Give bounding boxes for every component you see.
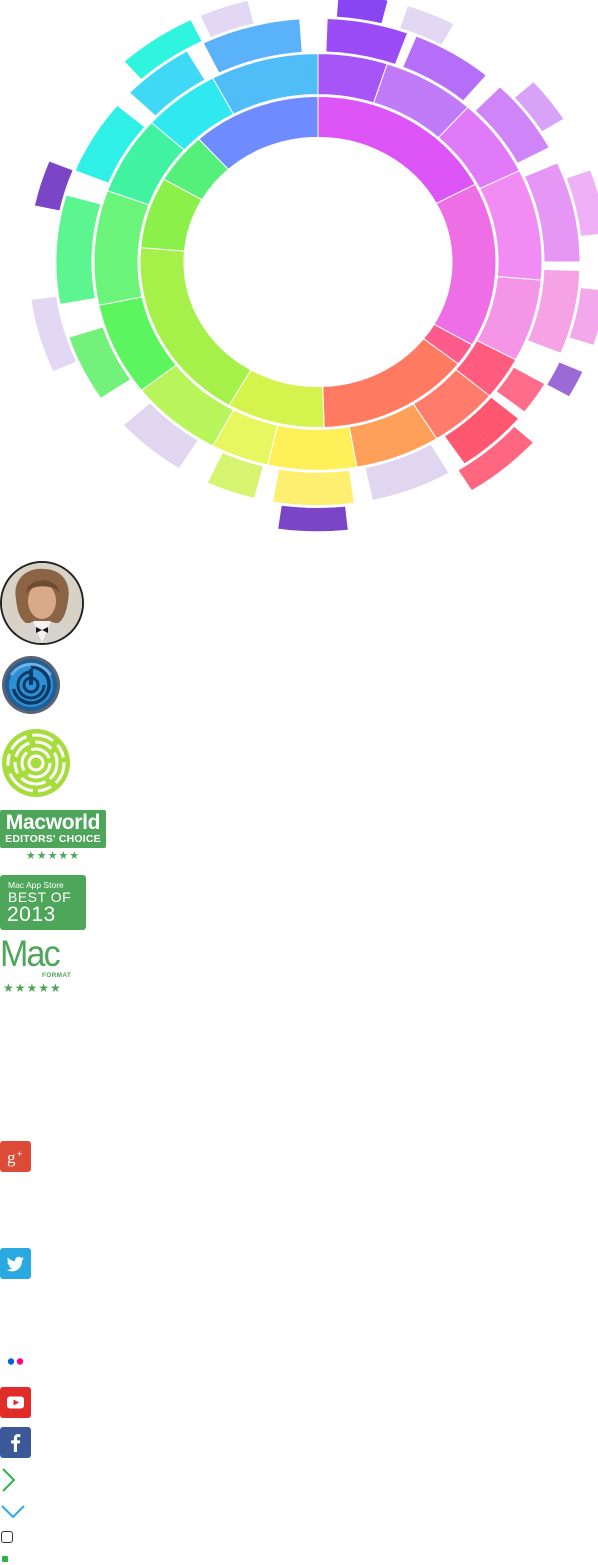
person-avatar-icon [2,563,82,643]
ring-4-segment[interactable] [443,396,520,465]
best-of-label: BEST OF [8,889,72,905]
svg-text:g: g [7,1148,16,1167]
macworld-title: Macworld [5,811,101,834]
avatar [0,561,84,645]
ring-4-segment[interactable] [55,194,102,305]
twitter-button[interactable] [0,1248,31,1279]
chevron-right-button[interactable] [0,1467,18,1493]
ring-4-segment[interactable] [325,17,409,66]
ring-5-segment[interactable] [513,80,565,133]
macworld-subtitle: EDITORS' CHOICE [5,833,101,845]
ring-5-segment[interactable] [568,287,598,346]
ring-4-segment[interactable] [526,268,581,354]
macformat-stars: ★★★★★ [3,981,62,995]
ring-4-segment[interactable] [474,86,551,164]
facebook-button[interactable] [0,1427,31,1458]
macworld-editors-choice-badge: Macworld EDITORS' CHOICE ★★★★★ [0,810,108,862]
macformat-format: FORMAT [42,972,72,979]
flickr-icon [7,1358,24,1365]
ring-5-segment[interactable] [335,0,389,25]
ring-5-segment[interactable] [457,425,535,492]
ring-5-segment[interactable] [545,361,584,398]
app-store-label: Mac App Store [8,880,64,890]
daisydisk-app-icon [2,656,60,714]
ring-4-segment[interactable] [523,162,581,263]
sunburst-logo-icon [2,729,70,797]
youtube-icon [7,1396,24,1409]
ring-2-segment[interactable] [198,95,319,171]
ring-4-segment[interactable] [128,50,206,117]
ring-4-segment[interactable] [206,451,264,500]
disk-sunburst-chart[interactable] [0,0,598,552]
square-dot-icon [2,1556,8,1562]
flickr-button[interactable] [0,1346,31,1377]
ring-4-segment[interactable] [68,326,132,399]
ring-4-segment[interactable] [495,366,546,413]
ring-5-segment[interactable] [30,295,78,373]
ring-4-segment[interactable] [202,18,303,74]
google-plus-button[interactable]: g + [0,1141,31,1172]
facebook-icon [11,1434,21,1452]
google-plus-icon: g + [7,1148,22,1167]
chevron-down-icon [1,1505,25,1519]
youtube-button[interactable] [0,1387,31,1418]
macworld-stars: ★★★★★ [25,850,81,862]
ring-4-segment[interactable] [401,35,488,102]
ring-4-segment[interactable] [74,104,146,184]
ring-5-segment[interactable] [199,0,255,39]
sunburst-logo [0,727,72,799]
macformat-mac: Mac [0,933,61,974]
ring-4-segment[interactable] [271,468,356,507]
macformat-badge: Mac FORMAT ★★★★★ [0,934,72,998]
best-of-year: 2013 [7,903,56,926]
ring-5-segment[interactable] [398,4,455,46]
chevron-down-button[interactable] [0,1501,26,1521]
ring-3-segment[interactable] [212,53,319,115]
chevron-right-icon [2,1468,16,1492]
checkbox-icon[interactable] [1,1531,13,1543]
twitter-icon [6,1256,24,1272]
ring-5-segment[interactable] [123,18,203,81]
ring-4-segment[interactable] [364,443,450,501]
ring-5-segment[interactable] [277,504,349,533]
svg-text:+: + [17,1149,22,1159]
app-store-best-of-badge: Mac App Store BEST OF 2013 [0,875,86,930]
ring-4-segment[interactable] [122,401,199,470]
ring-3-segment[interactable] [267,424,358,471]
ring-5-segment[interactable] [33,160,74,212]
sunburst-svg [30,0,598,533]
app-icon[interactable] [1,655,61,715]
